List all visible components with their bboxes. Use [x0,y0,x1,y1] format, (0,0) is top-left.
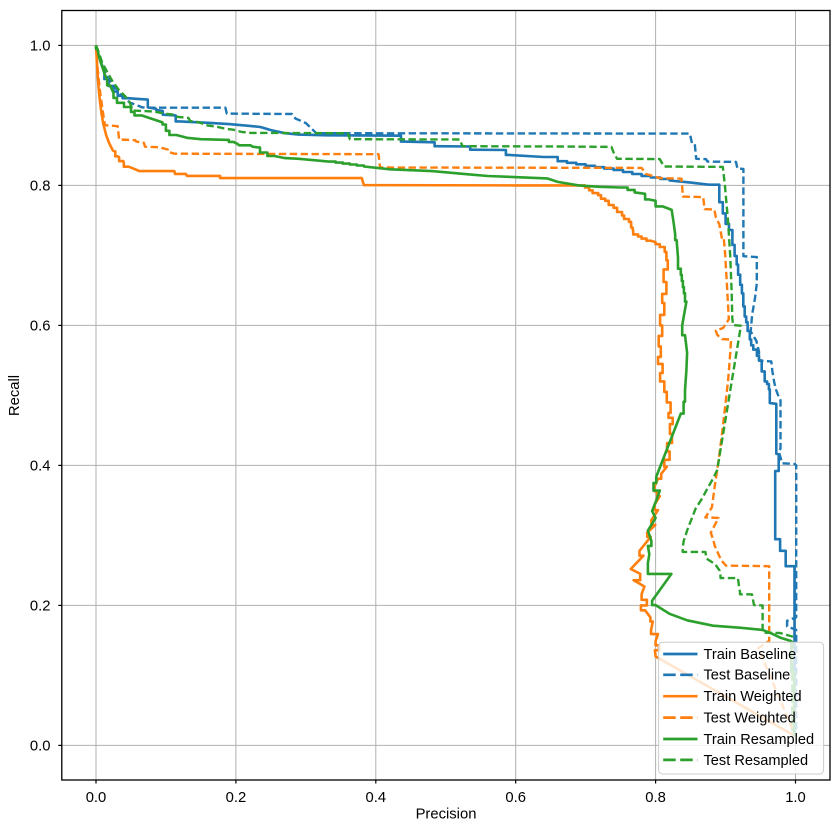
svg-text:Test Resampled: Test Resampled [704,753,809,769]
svg-text:0.2: 0.2 [30,598,51,614]
svg-text:0.2: 0.2 [226,790,247,806]
svg-text:0.6: 0.6 [30,318,51,334]
svg-text:1.0: 1.0 [785,790,806,806]
svg-text:0.8: 0.8 [30,178,51,194]
svg-text:0.0: 0.0 [30,738,51,754]
svg-text:0.0: 0.0 [86,790,107,806]
svg-text:0.6: 0.6 [505,790,526,806]
svg-text:0.4: 0.4 [30,458,51,474]
svg-text:Test Baseline: Test Baseline [704,668,791,684]
svg-text:Train Weighted: Train Weighted [704,689,802,705]
svg-text:0.4: 0.4 [366,790,387,806]
svg-text:Precision: Precision [416,807,477,823]
svg-text:0.8: 0.8 [645,790,666,806]
svg-text:Recall: Recall [7,375,23,416]
svg-text:Test Weighted: Test Weighted [704,711,796,727]
svg-text:Train Resampled: Train Resampled [704,732,815,748]
svg-text:Train Baseline: Train Baseline [704,647,797,663]
svg-text:1.0: 1.0 [30,38,51,54]
